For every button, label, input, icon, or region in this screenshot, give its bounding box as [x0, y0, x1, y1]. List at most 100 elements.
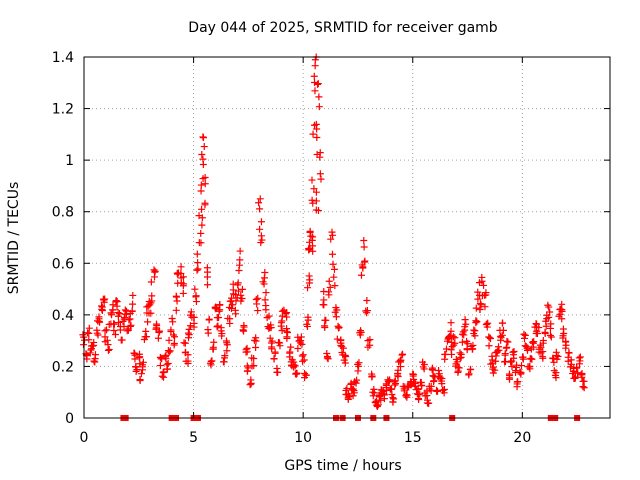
data-point — [156, 327, 164, 335]
y-tick-label: 1.2 — [52, 102, 74, 118]
data-point — [571, 373, 579, 381]
data-point — [298, 340, 306, 348]
data-point — [91, 358, 99, 366]
x-axis-title: GPS time / hours — [284, 458, 401, 474]
data-point — [110, 320, 118, 328]
data-point — [270, 355, 278, 363]
data-point — [118, 336, 126, 344]
data-point — [297, 337, 305, 345]
data-point — [169, 318, 177, 326]
data-point — [164, 347, 172, 355]
data-point — [330, 273, 338, 281]
data-point — [283, 309, 291, 317]
data-point — [311, 62, 319, 70]
data-point — [252, 334, 260, 342]
data-point — [214, 322, 222, 330]
data-point — [522, 342, 530, 350]
data-point — [403, 391, 411, 399]
grid-lines — [84, 57, 610, 418]
data-point — [303, 320, 311, 328]
data-point — [153, 322, 161, 330]
data-point — [374, 401, 382, 409]
data-point — [130, 349, 138, 357]
data-point — [332, 313, 340, 321]
data-point — [307, 232, 315, 240]
data-point — [541, 328, 549, 336]
data-point — [481, 303, 489, 311]
data-point — [259, 278, 267, 286]
data-point — [474, 295, 482, 303]
data-point — [361, 257, 369, 265]
data-point — [137, 370, 145, 378]
data-point — [305, 246, 313, 254]
data-point — [314, 80, 322, 88]
data-point — [174, 270, 182, 278]
data-point — [306, 227, 314, 235]
data-point — [261, 296, 269, 304]
data-point — [332, 304, 340, 312]
data-point — [85, 324, 93, 332]
data-point — [198, 205, 206, 213]
data-point — [204, 281, 212, 289]
data-point — [341, 351, 349, 359]
data-point — [417, 378, 425, 386]
y-axis-title: SRMTID / TECUs — [6, 182, 22, 295]
data-point — [132, 363, 140, 371]
data-point — [203, 264, 211, 272]
data-point — [370, 385, 378, 393]
data-point — [244, 367, 252, 375]
data-point — [156, 362, 164, 370]
data-point — [451, 334, 459, 342]
data-point — [290, 363, 298, 371]
data-point — [197, 239, 205, 247]
data-point — [321, 323, 329, 331]
data-point — [503, 337, 511, 345]
data-point — [129, 300, 137, 308]
data-point — [315, 93, 323, 101]
data-point — [454, 368, 462, 376]
data-point — [473, 318, 481, 326]
data-point — [197, 187, 205, 195]
data-point — [215, 313, 223, 321]
x-tick-label: 10 — [294, 430, 312, 446]
data-point — [489, 363, 497, 371]
data-point — [201, 173, 209, 181]
data-point — [135, 354, 143, 362]
data-point — [120, 323, 128, 331]
data-point — [254, 294, 262, 302]
data-point — [82, 350, 90, 358]
data-point — [190, 313, 198, 321]
data-point — [450, 341, 458, 349]
data-point — [409, 370, 417, 378]
data-point — [322, 316, 330, 324]
y-tick-label: 0.2 — [52, 359, 74, 375]
data-point — [271, 348, 279, 356]
data-point — [84, 329, 92, 337]
data-point — [565, 349, 573, 357]
data-point — [363, 307, 371, 315]
data-point — [420, 360, 428, 368]
data-point — [179, 289, 187, 297]
data-point — [162, 353, 170, 361]
data-point — [109, 306, 117, 314]
data-point — [248, 362, 256, 370]
data-point — [331, 308, 339, 316]
data-point — [425, 399, 433, 407]
y-tick-label: 0 — [65, 411, 74, 427]
data-point — [232, 291, 240, 299]
data-point — [205, 315, 213, 323]
data-point — [121, 306, 129, 314]
data-point — [533, 323, 541, 331]
data-point — [294, 344, 302, 352]
data-point — [298, 352, 306, 360]
y-tick-label: 0.8 — [52, 205, 74, 221]
data-point — [438, 374, 446, 382]
data-point — [265, 312, 273, 320]
data-point — [108, 311, 116, 319]
data-point — [229, 301, 237, 309]
data-point — [186, 322, 194, 330]
data-point — [478, 277, 486, 285]
data-point — [333, 335, 341, 343]
data-point — [512, 367, 520, 375]
data-point — [380, 395, 388, 403]
